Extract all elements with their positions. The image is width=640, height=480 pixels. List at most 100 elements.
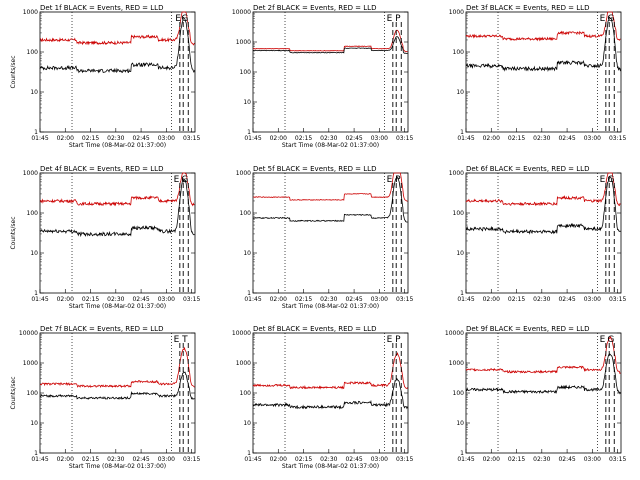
x-tick-label: 03:15 <box>183 296 200 303</box>
y-tick-label: 10000 <box>232 9 251 16</box>
y-tick-label: 10000 <box>232 330 251 337</box>
y-tick-label: 100 <box>27 49 39 56</box>
y-tick-label: 1000 <box>236 170 251 177</box>
y-tick-label: 1000 <box>23 360 38 367</box>
x-tick-label: 01:45 <box>244 296 261 303</box>
chart-panel-9: Det 9f BLACK = Events, RED = LLD 1 10 100 10… <box>445 325 627 463</box>
chart-title: Det 6f BLACK = Events, RED = LLD <box>466 165 589 173</box>
y-tick-label: 1 <box>34 450 38 457</box>
x-tick-label: 02:30 <box>320 456 337 463</box>
y-tick-label: 10000 <box>19 330 38 337</box>
y-tick-label: 100 <box>453 390 465 397</box>
y-tick-label: 10 <box>456 89 464 96</box>
y-tick-label: 100 <box>27 390 39 397</box>
flag-label: E <box>387 14 393 24</box>
x-tick-label: 03:00 <box>158 456 175 463</box>
chart-panel-1: Det 1f BLACK = Events, RED = LLD 1 10 100 10… <box>10 4 200 149</box>
x-tick-label: 02:45 <box>558 456 575 463</box>
series-lld-line <box>252 352 408 390</box>
y-tick-label: 10 <box>30 89 38 96</box>
chart-panel-4: Det 4f BLACK = Events, RED = LLD 1 10 100 10… <box>10 165 200 310</box>
y-tick-label: 10 <box>456 420 464 427</box>
x-tick-label: 02:45 <box>132 135 149 142</box>
plot-frame <box>39 172 196 294</box>
y-axis-label: Counts/sec <box>10 55 17 88</box>
y-tick-label: 1000 <box>23 9 38 16</box>
y-tick-label: 1 <box>460 129 464 136</box>
y-tick-label: 100 <box>453 210 465 217</box>
chart-title: Det 5f BLACK = Events, RED = LLD <box>253 165 376 173</box>
x-tick-label: 02:15 <box>508 296 525 303</box>
plot-frame <box>252 172 409 294</box>
chart-title: Det 7f BLACK = Events, RED = LLD <box>40 325 163 333</box>
x-tick-label: 03:00 <box>584 135 601 142</box>
x-tick-label: 03:15 <box>183 135 200 142</box>
y-tick-label: 1 <box>247 129 251 136</box>
x-tick-label: 03:00 <box>158 135 175 142</box>
flag-label: E <box>600 335 606 345</box>
plot-frame <box>465 172 622 294</box>
x-tick-label: 03:15 <box>609 135 626 142</box>
plot-frame <box>39 11 196 133</box>
x-tick-label: 02:00 <box>57 296 74 303</box>
series-events-line <box>466 353 621 395</box>
y-tick-label: 1 <box>247 290 251 297</box>
flag-label: G <box>181 175 188 185</box>
x-tick-label: 03:00 <box>584 296 601 303</box>
x-tick-label: 02:15 <box>508 135 525 142</box>
flag-label: E <box>387 175 393 185</box>
x-tick-label: 02:30 <box>320 296 337 303</box>
chart-title: Det 4f BLACK = Events, RED = LLD <box>40 165 163 173</box>
x-tick-label: 02:45 <box>345 456 362 463</box>
chart-panel-7: Det 7f BLACK = Events, RED = LLD 1 10 100 10… <box>10 325 200 470</box>
y-axis-label: Counts/sec <box>10 216 17 249</box>
x-tick-label: 02:00 <box>483 456 500 463</box>
chart-panel-3: Det 3f BLACK = Events, RED = LLD 1 10 100 10… <box>449 4 627 142</box>
x-tick-label: 01:45 <box>31 135 48 142</box>
flag-label: G <box>607 175 614 185</box>
chart-title: Det 8f BLACK = Events, RED = LLD <box>253 325 376 333</box>
x-tick-label: 02:15 <box>295 296 312 303</box>
chart-title: Det 2f BLACK = Events, RED = LLD <box>253 4 376 12</box>
x-tick-label: 03:00 <box>371 135 388 142</box>
x-tick-label: 02:30 <box>107 135 124 142</box>
y-tick-label: 100 <box>240 69 252 76</box>
x-tick-label: 02:30 <box>320 135 337 142</box>
x-axis-label: Start Time (08-Mar-02 01:37:00) <box>282 463 379 470</box>
x-tick-label: 02:00 <box>483 135 500 142</box>
series-lld-line <box>465 11 621 42</box>
x-tick-label: 02:00 <box>57 456 74 463</box>
x-tick-label: 02:45 <box>345 296 362 303</box>
x-tick-label: 02:00 <box>270 456 287 463</box>
flag-label: E <box>174 335 180 345</box>
x-tick-label: 01:45 <box>244 135 261 142</box>
flag-label: E <box>600 14 606 24</box>
series-lld-line <box>252 29 408 53</box>
x-tick-label: 03:15 <box>183 456 200 463</box>
x-axis-label: Start Time (08-Mar-02 01:37:00) <box>69 303 166 310</box>
x-tick-label: 02:15 <box>295 135 312 142</box>
series-events-line <box>252 36 408 55</box>
x-tick-label: 02:00 <box>483 296 500 303</box>
plot-frame <box>465 11 622 133</box>
y-tick-label: 100 <box>240 210 252 217</box>
x-tick-label: 01:45 <box>457 456 474 463</box>
x-tick-label: 02:00 <box>270 296 287 303</box>
x-tick-label: 02:15 <box>508 456 525 463</box>
x-axis-label: Start Time (08-Mar-02 01:37:00) <box>282 142 379 149</box>
series-events-line <box>39 371 195 400</box>
x-tick-label: 03:00 <box>371 296 388 303</box>
y-tick-label: 1 <box>460 450 464 457</box>
x-tick-label: 03:15 <box>396 296 413 303</box>
series-lld-line <box>39 11 195 46</box>
y-tick-label: 1000 <box>236 360 251 367</box>
x-tick-label: 02:00 <box>57 135 74 142</box>
y-tick-label: 1 <box>460 290 464 297</box>
chart-title: Det 9f BLACK = Events, RED = LLD <box>466 325 589 333</box>
x-tick-label: 03:15 <box>396 135 413 142</box>
chart-panel-8: Det 8f BLACK = Events, RED = LLD 1 10 100 10… <box>232 325 414 470</box>
x-tick-label: 03:15 <box>609 456 626 463</box>
y-tick-label: 10 <box>30 420 38 427</box>
chart-title: Det 1f BLACK = Events, RED = LLD <box>40 4 163 12</box>
x-tick-label: 02:45 <box>132 456 149 463</box>
